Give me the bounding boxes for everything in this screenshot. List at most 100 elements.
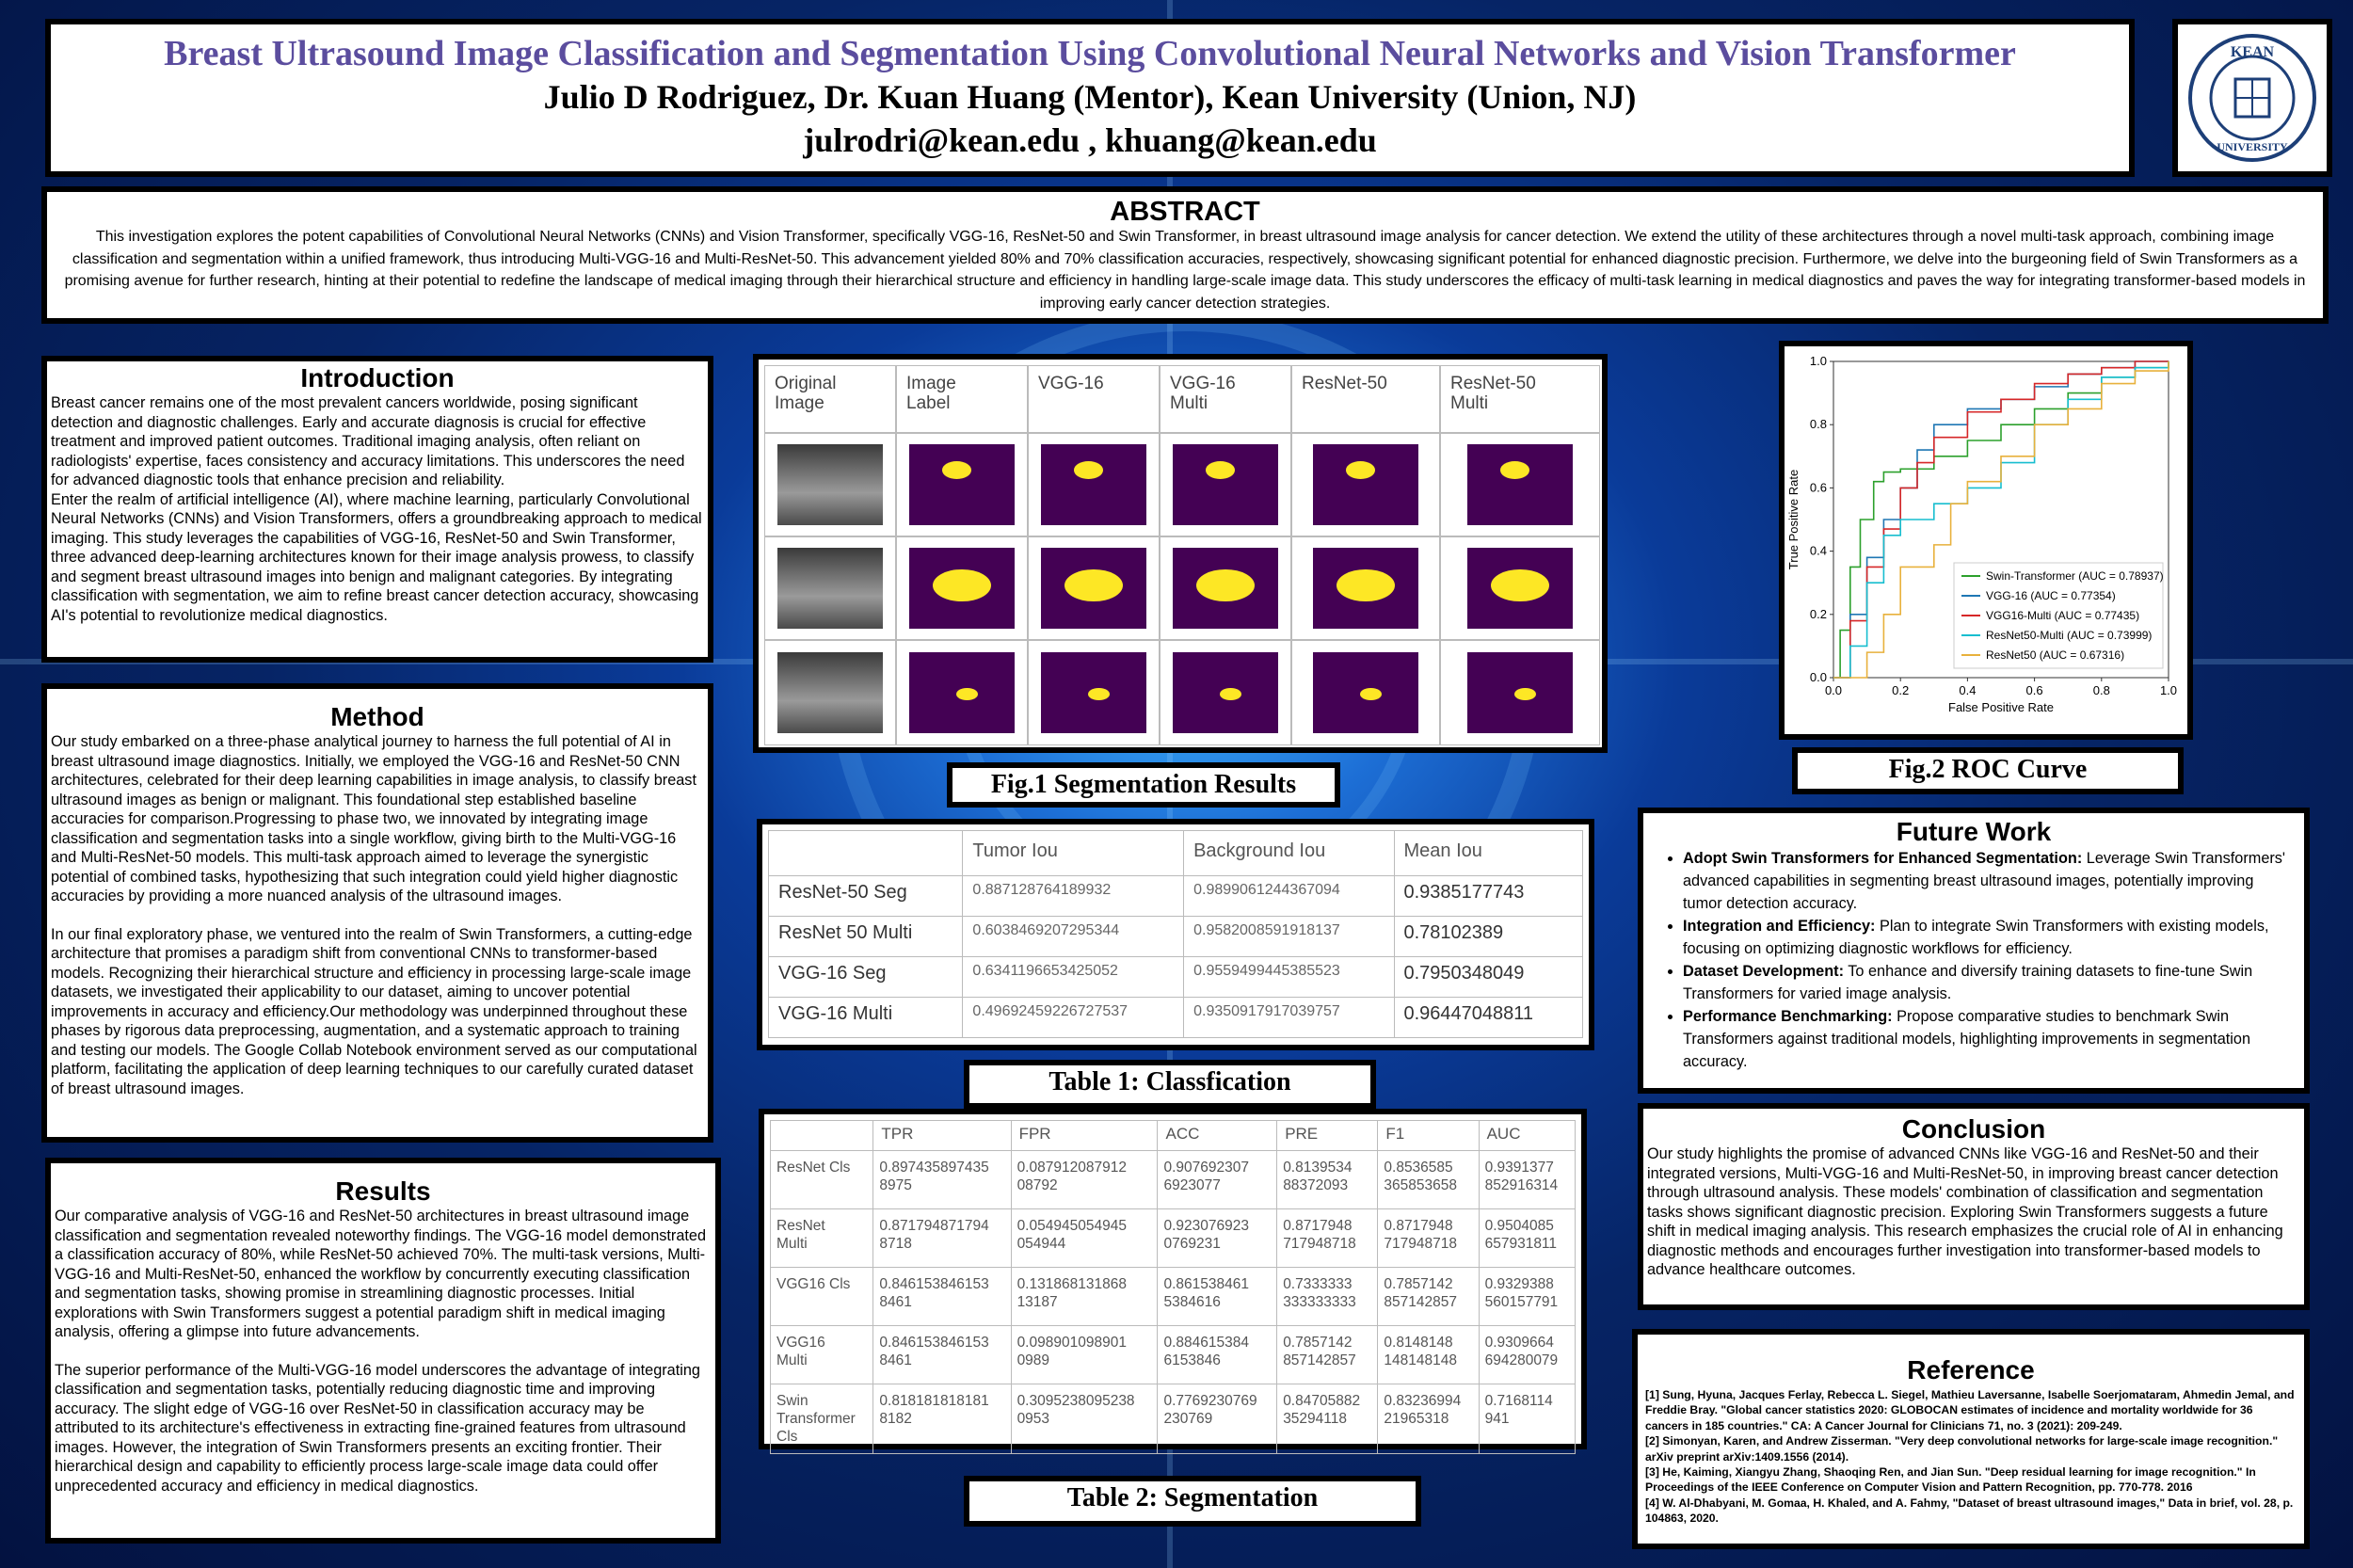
- segmentation-column-header: VGG-16: [1028, 365, 1160, 433]
- table-segmentation: TPR FPR ACC PRE F1 AUC ResNet Cls 0.89743589743…: [759, 1109, 1587, 1454]
- future-work-item-text: Propose comparative studies to benchmark…: [1683, 1008, 2251, 1070]
- segmentation-cell: [1291, 640, 1440, 745]
- future-work-item-heading: Integration and Efficiency:: [1683, 918, 1876, 935]
- segmentation-mask: [1041, 652, 1146, 733]
- x-tick-label: 0.8: [2093, 683, 2110, 697]
- table-cell: 0.6038469207295344: [962, 916, 1185, 957]
- segmentation-grid: Original Image Image Label VGG-16 VGG-16 Mu…: [764, 365, 1600, 745]
- introduction-paragraph: Breast cancer remains one of the most pr…: [51, 394, 685, 488]
- table-cell: 0.9582008591918137: [1183, 916, 1395, 957]
- table-cell: 0.83236994 21965318: [1377, 1384, 1480, 1454]
- x-tick-label: 0.6: [2026, 683, 2043, 697]
- table-cell: 0.9329388 560157791: [1478, 1267, 1577, 1326]
- row-label: ResNet 50 Multi: [767, 916, 964, 957]
- table-cell: 0.923076923 0769231: [1157, 1208, 1278, 1268]
- future-work-item: Dataset Development: To enhance and dive…: [1683, 960, 2295, 1005]
- table-cell: 0.7857142 857142857: [1276, 1325, 1379, 1384]
- table-row: ResNet Cls 0.897435897435 8975 0.087912087…: [769, 1150, 1577, 1209]
- table-cell: 0.7168114 941: [1478, 1384, 1577, 1454]
- future-work-list: Adopt Swin Transformers for Enhanced Seg…: [1643, 847, 2304, 1073]
- table-classification: Tumor Iou Background Iou Mean Iou ResNet-50…: [757, 819, 1594, 1050]
- table-cell: 0.818181818181 8182: [872, 1384, 1012, 1454]
- segmentation-cell: [896, 536, 1028, 640]
- table-cell: 0.78102389: [1393, 916, 1583, 957]
- table-cell: 0.49692459226727537: [962, 997, 1185, 1038]
- table-cell: 0.098901098901 0989: [1010, 1325, 1159, 1384]
- segmentation-table: TPR FPR ACC PRE F1 AUC ResNet Cls 0.89743589743…: [769, 1120, 1577, 1454]
- future-work-item-text: Leverage Swin Transformers' advanced cap…: [1683, 850, 2286, 912]
- x-tick-label: 0.0: [1825, 683, 1842, 697]
- table-cell: 0.9899061244367094: [1183, 875, 1395, 917]
- table-header: FPR: [1010, 1120, 1159, 1151]
- segmentation-mask: [909, 652, 1015, 733]
- segmentation-cell: [764, 640, 896, 745]
- segmentation-mask: [1467, 548, 1573, 629]
- future-work-item-heading: Dataset Development:: [1683, 963, 1845, 980]
- segmentation-cell: [1028, 640, 1160, 745]
- table-cell: 0.871794871794 8718: [872, 1208, 1012, 1268]
- roc-series-line: [1833, 361, 2169, 679]
- row-label: ResNet Multi: [769, 1208, 874, 1268]
- x-tick-label: 1.0: [2160, 683, 2177, 697]
- figure-segmentation-results: Original Image Image Label VGG-16 VGG-16 Mu…: [753, 354, 1608, 753]
- legend-label: VGG16-Multi (AUC = 0.77435): [1986, 609, 2139, 622]
- row-label: VGG-16 Multi: [767, 997, 964, 1038]
- segmentation-mask: [1313, 652, 1418, 733]
- future-work-item-text: Plan to integrate Swin Transformers with…: [1683, 918, 2269, 957]
- table-header: F1: [1377, 1120, 1480, 1151]
- fig1-caption: Fig.1 Segmentation Results: [947, 762, 1340, 808]
- table2-caption: Table 2: Segmentation: [964, 1476, 1421, 1527]
- ultrasound-image: [777, 652, 883, 733]
- table-row: VGG16 Cls 0.846153846153 8461 0.1318681318…: [769, 1267, 1577, 1326]
- table-cell: 0.8148148 148148148: [1377, 1325, 1480, 1384]
- table-cell: 0.846153846153 8461: [872, 1325, 1012, 1384]
- segmentation-cell: [896, 640, 1028, 745]
- results-section: Results Our comparative analysis of VGG-…: [45, 1158, 721, 1544]
- segmentation-cell: [1440, 640, 1600, 745]
- table-cell: 0.9391377 852916314: [1478, 1150, 1577, 1209]
- segmentation-cell: [1160, 536, 1291, 640]
- table-cell: 0.7857142 857142857: [1377, 1267, 1480, 1326]
- ultrasound-image: [777, 444, 883, 525]
- future-work-section: Future Work Adopt Swin Transformers for …: [1638, 808, 2310, 1094]
- introduction-section: Introduction Breast cancer remains one o…: [41, 356, 713, 663]
- segmentation-mask: [1313, 444, 1418, 525]
- x-axis-label: False Positive Rate: [1948, 700, 2054, 714]
- x-tick-label: 0.2: [1892, 683, 1909, 697]
- segmentation-cell: [1440, 536, 1600, 640]
- segmentation-cell: [1291, 536, 1440, 640]
- table-cell: 0.887128764189932: [962, 875, 1185, 917]
- reference-section: Reference [1] Sung, Hyuna, Jacques Ferla…: [1632, 1329, 2310, 1549]
- segmentation-mask: [1467, 444, 1573, 525]
- future-work-item-heading: Adopt Swin Transformers for Enhanced Seg…: [1683, 850, 2083, 867]
- method-paragraph: Our study embarked on a three-phase anal…: [51, 733, 696, 904]
- y-tick-label: 0.6: [1810, 480, 1827, 494]
- table-cell: 0.897435897435 8975: [872, 1150, 1012, 1209]
- table-row: VGG-16 Multi 0.49692459226727537 0.9350917…: [767, 997, 1583, 1038]
- future-work-item: Adopt Swin Transformers for Enhanced Seg…: [1683, 847, 2295, 915]
- abstract-section: ABSTRACT This investigation explores the…: [41, 186, 2329, 324]
- legend-label: ResNet50 (AUC = 0.67316): [1986, 648, 2124, 662]
- table-cell: 0.907692307 6923077: [1157, 1150, 1278, 1209]
- table-row: VGG16 Multi 0.846153846153 8461 0.09890109…: [769, 1325, 1577, 1384]
- future-work-item-heading: Performance Benchmarking:: [1683, 1008, 1893, 1025]
- segmentation-mask: [909, 444, 1015, 525]
- roc-series-line: [1833, 360, 2169, 679]
- poster-authors: Julio D Rodriguez, Dr. Kuan Huang (Mento…: [543, 78, 1637, 116]
- legend-label: ResNet50-Multi (AUC = 0.73999): [1986, 629, 2152, 642]
- poster-title: Breast Ultrasound Image Classification a…: [164, 34, 2016, 73]
- table-cell: 0.84705882 35294118: [1276, 1384, 1379, 1454]
- table-cell: 0.861538461 5384616: [1157, 1267, 1278, 1326]
- table-header: PRE: [1276, 1120, 1379, 1151]
- table-row: ResNet Multi 0.871794871794 8718 0.0549450…: [769, 1208, 1577, 1268]
- introduction-paragraph: Enter the realm of artificial intelligen…: [51, 490, 702, 624]
- table-cell: 0.8536585 365853658: [1377, 1150, 1480, 1209]
- segmentation-column-header: ResNet-50 Multi: [1440, 365, 1600, 433]
- legend-label: VGG-16 (AUC = 0.77354): [1986, 589, 2116, 602]
- future-work-item: Integration and Efficiency: Plan to inte…: [1683, 915, 2295, 960]
- table1-caption: Table 1: Classfication: [964, 1060, 1376, 1109]
- table-header: AUC: [1478, 1120, 1577, 1151]
- segmentation-mask: [1041, 444, 1146, 525]
- segmentation-cell: [1291, 433, 1440, 536]
- roc-chart: 0.0 0.2 0.4 0.6 0.8 1.0 0.0 0.2 0.4 0.6 0.8 1.0 Fals…: [1786, 354, 2177, 714]
